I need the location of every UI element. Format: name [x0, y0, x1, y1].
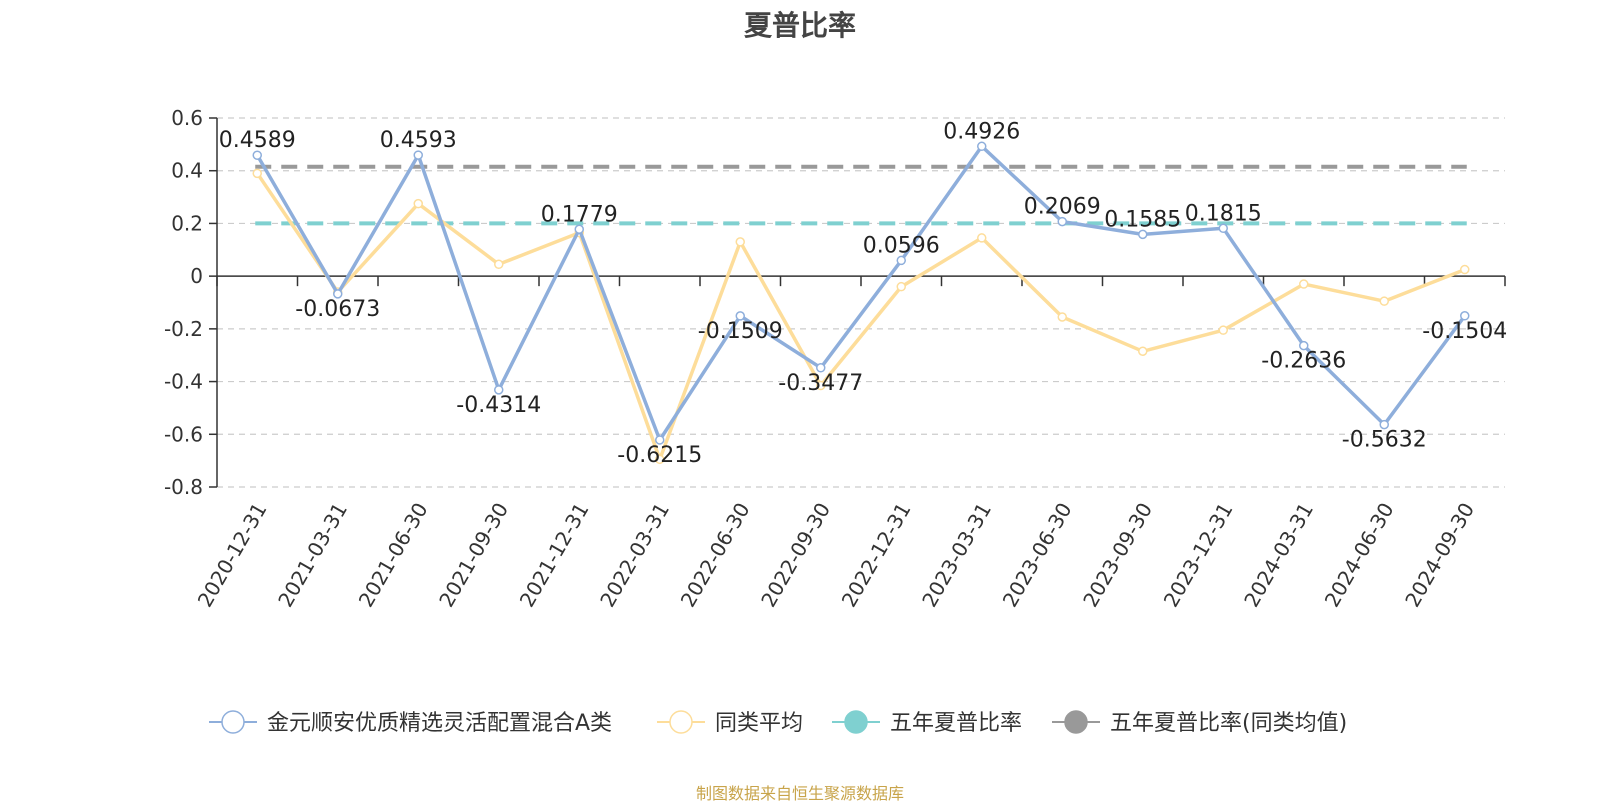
data-point: [413, 198, 423, 209]
source-note: 制图数据来自恒生聚源数据库: [695, 784, 904, 803]
data-point: [977, 233, 987, 243]
data-point: [655, 435, 665, 445]
series-line: [255, 172, 1466, 462]
x-tick-label: 2022-12-31: [837, 499, 916, 612]
y-tick-label: -0.4: [164, 370, 203, 394]
data-point: [252, 150, 262, 160]
x-tick-label: 2023-03-31: [917, 499, 996, 612]
legend-item[interactable]: 同类平均: [657, 710, 803, 736]
y-tick-label: -0.8: [164, 475, 203, 499]
data-point: [1138, 229, 1148, 240]
data-label: 0.2069: [1024, 195, 1101, 220]
y-tick-label: 0.4: [171, 159, 203, 183]
data-point: [252, 168, 262, 179]
data-point: [1379, 419, 1389, 430]
data-label: 0.1585: [1104, 207, 1181, 232]
legend-item[interactable]: 五年夏普比率: [832, 710, 1022, 736]
legend-label: 五年夏普比率(同类均值): [1110, 711, 1347, 736]
data-point: [1218, 325, 1228, 335]
data-point: [413, 150, 423, 160]
x-tick-label: 2021-06-30: [354, 499, 433, 612]
legend-marker: [669, 710, 693, 734]
x-tick-label: 2022-03-31: [595, 499, 674, 612]
data-label: -0.3477: [778, 371, 863, 396]
x-tick-label: 2023-09-30: [1078, 499, 1157, 612]
data-label: 0.0596: [863, 233, 940, 258]
data-point: [1460, 264, 1470, 275]
data-point: [896, 255, 906, 266]
legend-marker: [1064, 710, 1088, 734]
reference-lines: [255, 164, 1467, 226]
y-tick-label: 0.6: [171, 106, 203, 130]
data-label: -0.6215: [617, 443, 702, 468]
data-point: [1057, 216, 1067, 227]
data-point: [1460, 311, 1470, 321]
data-label: -0.1504: [1422, 319, 1507, 344]
data-point: [494, 259, 504, 270]
data-point: [735, 311, 745, 321]
data-point: [655, 454, 665, 465]
data-point: [816, 380, 826, 391]
data-label: -0.5632: [1342, 428, 1427, 453]
x-tick-label: 2022-09-30: [756, 499, 835, 612]
y-tick-label: -0.6: [164, 422, 203, 446]
legend-item[interactable]: 五年夏普比率(同类均值): [1052, 710, 1347, 736]
data-point: [494, 385, 504, 395]
data-point: [1379, 296, 1389, 306]
x-tick-label: 2024-06-30: [1320, 499, 1399, 612]
y-tick-label: -0.2: [164, 317, 203, 341]
x-tick-label: 2021-12-31: [515, 499, 594, 612]
x-tick-label: 2021-03-31: [273, 499, 352, 612]
legend-label: 五年夏普比率: [890, 711, 1022, 736]
x-tick-label: 2020-12-31: [193, 499, 272, 612]
data-point: [1299, 340, 1309, 351]
x-tick-label: 2022-06-30: [676, 499, 755, 612]
x-tick-label: 2024-03-31: [1239, 499, 1318, 612]
series-line: [255, 144, 1467, 442]
y-tick-label: 0: [190, 264, 203, 288]
chart-title: 夏普比率: [743, 9, 856, 42]
data-label: -0.1509: [698, 319, 783, 344]
data-point: [896, 281, 906, 292]
data-point: [1299, 279, 1309, 289]
data-label: 0.1779: [541, 202, 618, 227]
x-tick-label: 2021-09-30: [434, 499, 513, 612]
data-point: [333, 289, 343, 299]
legend-marker: [844, 710, 868, 734]
data-label: 0.1815: [1185, 201, 1262, 226]
data-point: [1218, 223, 1228, 234]
data-label: 0.4926: [943, 119, 1020, 144]
data-label: 0.4593: [380, 128, 457, 153]
series-lines: [252, 141, 1470, 465]
legend-label: 同类平均: [715, 711, 803, 736]
x-tick-label: 2024-09-30: [1400, 499, 1479, 612]
data-point: [816, 363, 826, 373]
y-tick-label: 0.2: [171, 211, 203, 235]
data-labels: 0.4589 -0.0673 0.4593 -0.4314 0.1779 -0.6215 -…: [219, 119, 1507, 468]
legend[interactable]: 金元顺安优质精选灵活配置混合A类 同类平均 五年夏普比率 五年夏普比率(同类均值): [209, 710, 1347, 736]
data-point: [574, 224, 584, 235]
data-label: 0.4589: [219, 128, 296, 153]
legend-item[interactable]: 金元顺安优质精选灵活配置混合A类: [209, 710, 612, 736]
x-tick-label: 2023-06-30: [998, 499, 1077, 612]
data-label: -0.2636: [1261, 349, 1346, 374]
legend-marker: [221, 710, 245, 734]
data-point: [977, 141, 987, 152]
data-point: [735, 237, 745, 247]
data-point: [1057, 312, 1067, 322]
legend-label: 金元顺安优质精选灵活配置混合A类: [267, 711, 612, 736]
data-label: -0.4314: [456, 393, 541, 418]
data-label: -0.0673: [295, 297, 380, 322]
grid-lines: [217, 117, 1505, 488]
data-point: [1138, 346, 1148, 357]
x-tick-label: 2023-12-31: [1159, 499, 1238, 612]
